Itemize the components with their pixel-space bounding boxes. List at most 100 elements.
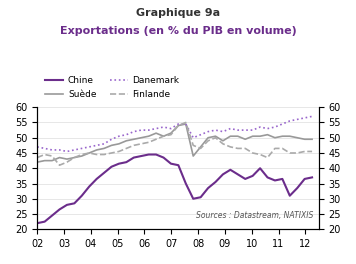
- Line: Finlande: Finlande: [37, 122, 312, 165]
- Finlande: [191, 144, 195, 147]
- Suède: [236, 135, 240, 138]
- Chine: [124, 161, 129, 164]
- Suède: [213, 135, 218, 138]
- Chine: [273, 179, 277, 182]
- Finlande: [72, 156, 77, 159]
- Chine: [310, 176, 314, 179]
- Chine: [295, 186, 299, 190]
- Chine: [117, 162, 121, 165]
- Suède: [303, 138, 307, 141]
- Line: Danemark: Danemark: [37, 116, 312, 152]
- Finlande: [169, 133, 173, 136]
- Finlande: [236, 147, 240, 150]
- Danemark: [221, 130, 225, 133]
- Suède: [258, 135, 262, 138]
- Chine: [154, 153, 158, 156]
- Suède: [139, 136, 143, 139]
- Danemark: [265, 127, 269, 130]
- Legend: Chine, Suède, Danemark, Finlande: Chine, Suède, Danemark, Finlande: [42, 73, 183, 102]
- Finlande: [213, 136, 218, 139]
- Suède: [124, 139, 129, 142]
- Text: Graphique 9a: Graphique 9a: [136, 8, 220, 18]
- Finlande: [35, 156, 40, 159]
- Chine: [206, 186, 210, 190]
- Suède: [265, 133, 269, 136]
- Danemark: [50, 148, 54, 152]
- Finlande: [280, 147, 284, 150]
- Suède: [184, 122, 188, 126]
- Danemark: [154, 127, 158, 130]
- Danemark: [206, 130, 210, 133]
- Finlande: [124, 147, 129, 150]
- Finlande: [94, 153, 99, 156]
- Danemark: [258, 125, 262, 129]
- Suède: [221, 139, 225, 142]
- Suède: [72, 156, 77, 159]
- Text: Sources : Datastream, NATIXIS: Sources : Datastream, NATIXIS: [196, 210, 313, 219]
- Danemark: [132, 130, 136, 133]
- Suède: [161, 135, 166, 138]
- Suède: [80, 154, 84, 158]
- Danemark: [80, 147, 84, 150]
- Text: Exportations (en % du PIB en volume): Exportations (en % du PIB en volume): [59, 26, 297, 36]
- Finlande: [132, 144, 136, 147]
- Chine: [221, 173, 225, 176]
- Suède: [199, 145, 203, 148]
- Chine: [57, 208, 62, 211]
- Finlande: [288, 152, 292, 155]
- Finlande: [154, 138, 158, 141]
- Suède: [102, 147, 106, 150]
- Chine: [87, 185, 91, 188]
- Suède: [273, 136, 277, 139]
- Danemark: [124, 133, 129, 136]
- Chine: [94, 177, 99, 181]
- Finlande: [109, 152, 114, 155]
- Finlande: [310, 150, 314, 153]
- Suède: [295, 136, 299, 139]
- Danemark: [236, 129, 240, 132]
- Chine: [251, 174, 255, 177]
- Finlande: [65, 161, 69, 164]
- Danemark: [35, 145, 40, 148]
- Suède: [288, 135, 292, 138]
- Chine: [109, 165, 114, 168]
- Danemark: [147, 129, 151, 132]
- Danemark: [42, 147, 47, 150]
- Suède: [35, 161, 40, 164]
- Finlande: [295, 152, 299, 155]
- Finlande: [243, 147, 247, 150]
- Chine: [176, 164, 180, 167]
- Chine: [243, 177, 247, 181]
- Danemark: [273, 125, 277, 129]
- Suède: [251, 135, 255, 138]
- Chine: [147, 153, 151, 156]
- Suède: [310, 138, 314, 141]
- Chine: [303, 177, 307, 181]
- Finlande: [161, 135, 166, 138]
- Suède: [176, 124, 180, 127]
- Finlande: [57, 164, 62, 167]
- Chine: [65, 203, 69, 206]
- Suède: [280, 135, 284, 138]
- Finlande: [42, 153, 47, 156]
- Danemark: [109, 138, 114, 141]
- Finlande: [303, 150, 307, 153]
- Danemark: [176, 122, 180, 126]
- Danemark: [102, 142, 106, 145]
- Suède: [94, 148, 99, 152]
- Suède: [191, 154, 195, 158]
- Danemark: [72, 148, 77, 152]
- Suède: [132, 138, 136, 141]
- Chine: [139, 154, 143, 158]
- Chine: [265, 176, 269, 179]
- Danemark: [139, 129, 143, 132]
- Chine: [184, 182, 188, 185]
- Finlande: [273, 147, 277, 150]
- Suède: [243, 138, 247, 141]
- Finlande: [102, 153, 106, 156]
- Finlande: [80, 153, 84, 156]
- Suède: [109, 144, 114, 147]
- Suède: [206, 136, 210, 139]
- Finlande: [228, 145, 232, 148]
- Danemark: [295, 118, 299, 121]
